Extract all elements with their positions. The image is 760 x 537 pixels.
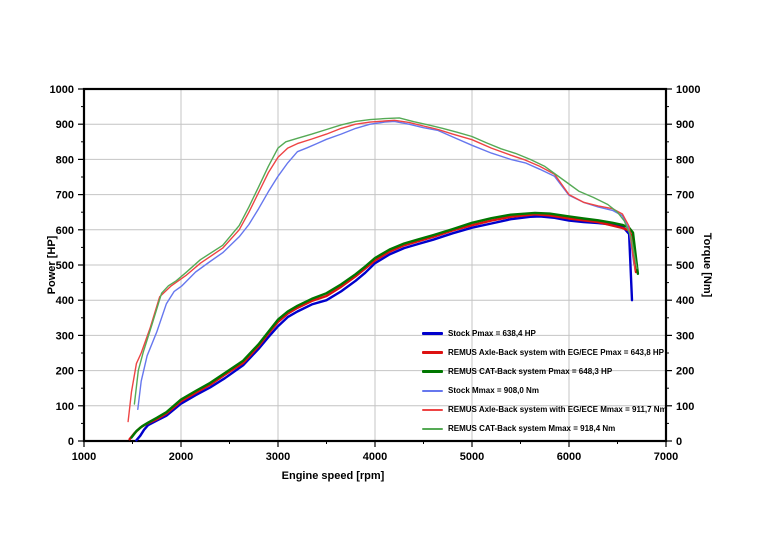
right-y-axis-title: Torque [Nm] [701, 232, 713, 298]
legend-item-axleback-power: REMUS Axle-Back system with EG/ECE Pmax … [422, 343, 667, 362]
tick-label: 900 [56, 119, 74, 131]
tick-label: 600 [676, 225, 694, 237]
tick-label: 100 [56, 401, 74, 413]
tick-label: 4000 [363, 451, 387, 463]
legend-item-catback-torque: REMUS CAT-Back system Mmax = 918,4 Nm [422, 419, 667, 438]
legend-item-stock-torque: Stock Mmax = 908,0 Nm [422, 381, 667, 400]
curve-2 [130, 211, 640, 439]
tick-label: 100 [676, 401, 694, 413]
legend: Stock Pmax = 638,4 HP REMUS Axle-Back sy… [422, 324, 667, 438]
tick-labels: 1000 2000 3000 4000 5000 6000 7000 0 0 100 100 200 2… [50, 84, 701, 463]
x-axis-title: Engine speed [rpm] [281, 470, 385, 482]
tick-label: 700 [676, 190, 694, 202]
tick-label: 200 [56, 366, 74, 378]
tick-label: 500 [676, 260, 694, 272]
legend-label: REMUS CAT-Back system Pmax = 648,3 HP [448, 367, 613, 376]
stock-torque-line-swatch [422, 389, 443, 392]
curve-4 [127, 119, 636, 423]
tick-label: 800 [676, 154, 694, 166]
axleback-torque-line-swatch [422, 408, 443, 411]
legend-item-catback-power: REMUS CAT-Back system Pmax = 648,3 HP [422, 362, 667, 381]
curve-3 [137, 120, 635, 410]
catback-power-line-swatch [422, 370, 443, 373]
left-y-axis-title: Power [HP] [46, 235, 58, 295]
legend-label: Stock Pmax = 638,4 HP [448, 329, 536, 338]
curve-5 [133, 117, 638, 405]
legend-item-axleback-torque: REMUS Axle-Back system with EG/ECE Mmax … [422, 400, 667, 419]
plot-border [82, 87, 668, 443]
legend-label: REMUS CAT-Back system Mmax = 918,4 Nm [448, 424, 616, 433]
tick-label: 400 [676, 295, 694, 307]
legend-label: Stock Mmax = 908,0 Nm [448, 386, 539, 395]
tick-label: 0 [68, 436, 74, 448]
tick-label: 0 [676, 436, 682, 448]
curves [127, 117, 640, 442]
stock-power-line-swatch [422, 332, 443, 335]
tick-label: 7000 [654, 451, 678, 463]
tick-label: 1000 [50, 84, 74, 96]
legend-label: REMUS Axle-Back system with EG/ECE Mmax … [448, 405, 667, 414]
tick-label: 2000 [169, 451, 193, 463]
tick-label: 400 [56, 295, 74, 307]
tick-label: 800 [56, 154, 74, 166]
catback-torque-line-swatch [422, 427, 443, 430]
tick-label: 700 [56, 190, 74, 202]
tick-label: 300 [56, 330, 74, 342]
legend-item-stock-power: Stock Pmax = 638,4 HP [422, 324, 667, 343]
tick-label: 3000 [266, 451, 290, 463]
tick-label: 900 [676, 119, 694, 131]
tick-label: 300 [676, 330, 694, 342]
legend-label: REMUS Axle-Back system with EG/ECE Pmax … [448, 348, 665, 357]
curve-0 [135, 215, 634, 442]
axleback-power-line-swatch [422, 351, 443, 354]
tick-label: 200 [676, 366, 694, 378]
tick-label: 500 [56, 260, 74, 272]
tick-label: 6000 [557, 451, 581, 463]
curve-1 [128, 213, 638, 441]
tick-label: 1000 [72, 451, 96, 463]
tick-label: 600 [56, 225, 74, 237]
tick-label: 5000 [460, 451, 484, 463]
tick-label: 1000 [676, 84, 700, 96]
